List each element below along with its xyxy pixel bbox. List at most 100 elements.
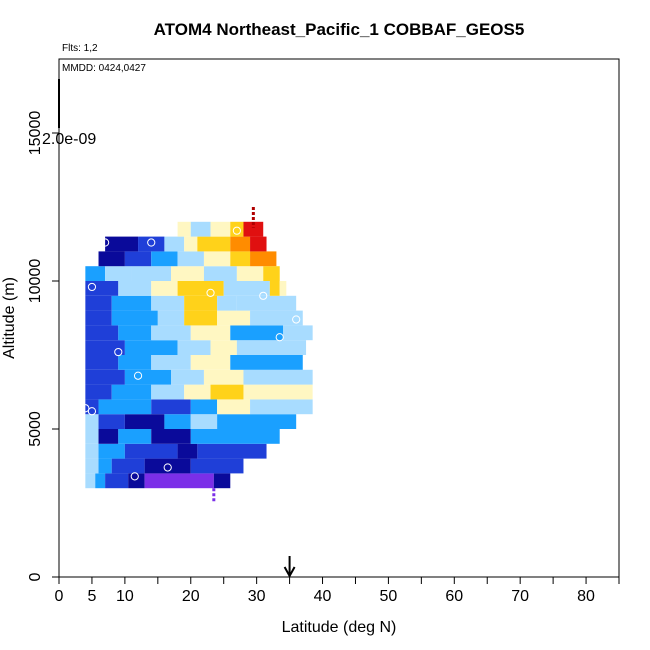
heat-cell-r5-s5 — [250, 399, 313, 415]
heat-cell-r5-s4 — [217, 399, 251, 415]
heat-cell-r17-s1 — [190, 221, 211, 237]
heat-cell-r15-s3 — [177, 251, 204, 267]
heat-cell-r11-s3 — [184, 310, 218, 326]
heat-cell-r13-s3 — [177, 281, 224, 296]
x-axis-label: Latitude (deg N) — [282, 619, 397, 636]
heat-cell-r0-s3 — [128, 473, 145, 489]
heat-cell-r2-s0 — [85, 443, 99, 459]
heat-cell-r14-s0 — [85, 266, 106, 281]
heat-cell-r16-s5 — [230, 236, 251, 252]
obs-circle-7 — [275, 333, 284, 342]
heat-cell-r4-s0 — [85, 414, 99, 429]
obs-circle-2 — [232, 226, 241, 235]
heat-cell-r14-s1 — [105, 266, 132, 281]
heat-cell-r1-s2 — [111, 458, 145, 474]
heat-cell-r1-s4 — [190, 458, 244, 474]
heat-cell-r7-s0 — [85, 369, 125, 385]
heat-cell-r1-s1 — [98, 458, 112, 474]
heat-cell-r15-s6 — [250, 251, 277, 267]
heat-cell-r14-s3 — [171, 266, 204, 281]
obs-circle-9 — [133, 371, 143, 380]
heat-cell-r0-s4 — [144, 473, 214, 489]
heat-cell-r8-s0 — [85, 355, 119, 370]
obs-circle-13 — [130, 472, 139, 481]
heat-cell-r3-s4 — [190, 429, 280, 444]
heat-cell-r12-s0 — [85, 295, 112, 311]
obs-circle-3 — [87, 282, 97, 292]
heat-cell-r5-s3 — [190, 399, 218, 415]
heat-cell-r13-s5 — [269, 281, 280, 296]
heat-cell-r16-s1 — [138, 236, 165, 252]
x-tick-label-6: 50 — [380, 588, 398, 605]
heat-cell-r12-s3 — [184, 295, 218, 311]
y-axis-label: Altitude (m) — [1, 277, 18, 359]
heat-cell-r13-s6 — [279, 281, 287, 296]
obs-circle-1 — [147, 238, 156, 247]
heat-cell-r6-s2 — [151, 384, 185, 400]
heat-cell-r1-s0 — [85, 458, 99, 474]
heat-cell-r3-s3 — [151, 429, 191, 444]
heat-cell-r6-s3 — [184, 384, 211, 400]
heat-cell-r10-s1 — [118, 325, 152, 341]
heat-cell-r11-s4 — [217, 310, 251, 326]
heat-cell-r10-s3 — [190, 325, 231, 341]
obs-circle-12 — [163, 463, 172, 472]
x-tick-label-8: 70 — [511, 588, 529, 605]
heat-cell-r1-s3 — [144, 458, 191, 474]
heat-cell-r12-s5 — [236, 295, 297, 311]
heat-cell-r6-s1 — [111, 384, 152, 400]
scale-label: 2.0e-09 — [42, 131, 96, 148]
observation-circles — [81, 226, 301, 481]
heat-cell-r15-s4 — [203, 251, 231, 267]
x-tick-label-9: 80 — [577, 588, 595, 605]
heat-cell-r8-s2 — [151, 355, 191, 370]
arrow-head — [283, 566, 296, 579]
heat-cell-r16-s0 — [105, 236, 139, 252]
heat-cell-r13-s0 — [85, 281, 119, 296]
heat-cell-r4-s4 — [190, 414, 218, 429]
obs-circle-0 — [101, 238, 110, 247]
x-axis: 0 5 10 20 30 40 50 60 70 80 — [55, 577, 620, 605]
heat-cell-r13-s4 — [223, 281, 270, 296]
heat-cell-r9-s2 — [177, 340, 211, 355]
heat-cell-r12-s2 — [151, 295, 185, 311]
heat-cell-r2-s2 — [124, 443, 178, 459]
heat-cell-r13-s2 — [151, 281, 178, 296]
obs-circle-11 — [87, 407, 97, 416]
date-note: MMDD: 0424,0427 — [62, 63, 146, 74]
heat-cell-r4-s2 — [124, 414, 165, 429]
heat-cell-r12-s4 — [217, 295, 237, 311]
heat-cell-r8-s3 — [190, 355, 231, 370]
latitude-arrow — [283, 556, 296, 579]
heat-cell-r8-s4 — [230, 355, 303, 370]
heat-cell-r11-s2 — [157, 310, 185, 326]
heat-cell-r16-s3 — [184, 236, 198, 252]
heat-cell-r15-s0 — [98, 251, 125, 267]
obs-circle-4 — [206, 288, 215, 297]
obs-circle-10 — [81, 404, 90, 413]
obs-circle-6 — [292, 315, 301, 324]
heat-cell-r4-s3 — [164, 414, 191, 429]
heat-cell-r0-s1 — [95, 473, 106, 489]
y-axis: 0 5000 10000 15000 — [27, 111, 59, 581]
heat-cell-r9-s0 — [85, 340, 125, 355]
heat-cell-r3-s2 — [118, 429, 152, 444]
heat-cell-r16-s4 — [197, 236, 231, 252]
heat-cell-r0-s0 — [85, 473, 96, 489]
plot-frame — [58, 58, 620, 578]
heat-cell-r4-s1 — [98, 414, 125, 429]
y-tick-label-0: 0 — [27, 572, 44, 581]
heat-cell-r7-s4 — [243, 369, 313, 385]
vertical-marks — [212, 207, 255, 503]
heat-cell-r9-s1 — [124, 340, 178, 355]
heat-cell-r16-s2 — [164, 236, 185, 252]
heat-cell-r2-s1 — [98, 443, 125, 459]
heat-cell-r6-s0 — [85, 384, 112, 400]
y-tick-label-1: 5000 — [27, 411, 44, 447]
heat-cell-r11-s1 — [111, 310, 158, 326]
x-tick-label-1: 5 — [87, 588, 96, 605]
obs-circle-5 — [259, 291, 268, 300]
x-tick-label-0: 0 — [55, 588, 64, 605]
heat-cell-r10-s4 — [230, 325, 283, 341]
